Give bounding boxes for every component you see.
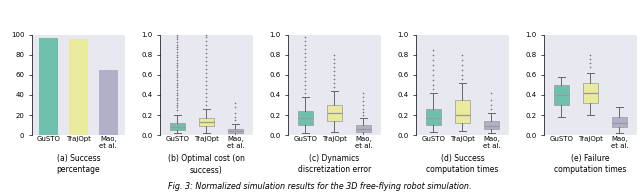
Bar [99,70,118,135]
PathPatch shape [612,117,627,127]
PathPatch shape [170,123,185,130]
Text: (a) Success
percentage: (a) Success percentage [56,154,100,174]
Text: (b) Optimal cost (on
success): (b) Optimal cost (on success) [168,154,245,174]
Text: (d) Success
computation times: (d) Success computation times [426,154,499,174]
PathPatch shape [583,83,598,103]
PathPatch shape [199,118,214,126]
PathPatch shape [426,109,441,125]
PathPatch shape [228,129,243,133]
Bar [39,38,58,135]
PathPatch shape [484,121,499,129]
PathPatch shape [298,111,313,125]
PathPatch shape [554,85,569,105]
PathPatch shape [356,125,371,132]
Text: Fig. 3: Normalized simulation results for the 3D free-flying robot simulation.: Fig. 3: Normalized simulation results fo… [168,182,472,191]
Text: (e) Failure
computation times: (e) Failure computation times [554,154,627,174]
Bar [68,39,88,135]
Text: (c) Dynamics
discretization error: (c) Dynamics discretization error [298,154,371,174]
PathPatch shape [455,100,470,123]
PathPatch shape [327,105,342,121]
